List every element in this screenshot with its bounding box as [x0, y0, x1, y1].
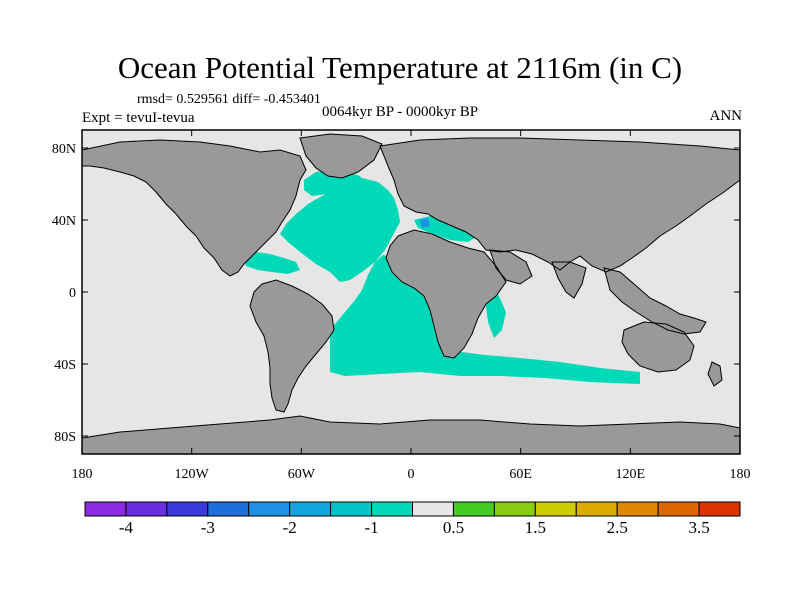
land-north-america: [82, 140, 306, 276]
experiment-label: Expt = tevuI-tevua: [82, 110, 195, 126]
mediterranean-deep-anomaly: [420, 218, 430, 228]
land-australia: [622, 322, 694, 372]
lon-tick-label: 180: [730, 467, 751, 482]
land-antarctica-coastline: [82, 415, 740, 454]
colorbar-swatch: [452, 501, 495, 517]
atlantic-north-anomaly: [280, 178, 400, 282]
lat-tick-label: 80N: [52, 142, 76, 157]
lat-tick-label: 80S: [54, 430, 76, 445]
colorbar-label: 0.5: [443, 518, 464, 537]
colorbar-swatch: [166, 501, 209, 517]
lon-tick-label: 180: [72, 467, 93, 482]
lon-tick-label: 120W: [175, 467, 210, 482]
land-africa: [386, 230, 506, 358]
season-label: ANN: [709, 108, 743, 124]
lon-tick-label: 60E: [509, 467, 532, 482]
axis-ticks: 180 120W 60W 0 60E 120E 180 80N 40N 0 40S 80S: [52, 130, 751, 482]
colorbar-swatch: [125, 501, 168, 517]
colorbar-swatch: [289, 501, 332, 517]
colorbar-swatch: [698, 501, 741, 517]
colorbar-label: 1.5: [525, 518, 546, 537]
land-india: [552, 262, 586, 298]
land-eurasia-coastline: [379, 137, 740, 273]
colorbar-label: 2.5: [607, 518, 628, 537]
colorbar-label: -1: [364, 518, 378, 537]
land-greenland: [300, 134, 382, 178]
colorbar-swatch: [575, 501, 618, 517]
period-label: 0064kyr BP - 0000kyr BP: [322, 104, 479, 120]
colorbar-label: -2: [283, 518, 297, 537]
atlantic-south-anomaly: [330, 255, 640, 384]
colorbar-swatch: [616, 501, 659, 517]
mediterranean-anomaly: [414, 216, 478, 242]
north-atlantic-subpolar-anomaly: [304, 170, 366, 196]
colorbar-swatch: [248, 501, 291, 517]
colorbar: -4 -3 -2 -1 0.5 1.5 2.5 3.5: [84, 501, 741, 537]
lat-tick-label: 40S: [54, 358, 76, 373]
land-india-coastline: [551, 261, 587, 299]
land-arabia-coastline: [489, 249, 533, 285]
land-layer: [82, 134, 740, 454]
lon-tick-label: 0: [408, 467, 415, 482]
land-south-america: [250, 280, 334, 412]
lat-tick-label: 40N: [52, 214, 76, 229]
land-africa-coastline: [385, 229, 507, 359]
land-greenland-coastline: [299, 133, 383, 179]
coastline-layer: [82, 133, 740, 454]
colorbar-swatch: [412, 501, 454, 517]
lon-tick-label: 60W: [288, 467, 316, 482]
colorbar-swatch: [330, 501, 373, 517]
land-new-zealand-coastline: [707, 361, 723, 387]
colorbar-label: -4: [119, 518, 134, 537]
colorbar-label: 3.5: [688, 518, 709, 537]
land-arabia: [490, 250, 532, 284]
lon-tick-label: 120E: [616, 467, 646, 482]
stats-text: rmsd= 0.529561 diff= -0.453401: [137, 92, 321, 107]
colorbar-swatch: [534, 501, 577, 517]
map-title: Ocean Potential Temperature at 2116m (in…: [117, 50, 683, 85]
colorbar-label: -3: [201, 518, 215, 537]
land-south-america-coastline: [249, 279, 335, 413]
colorbar-swatch: [657, 501, 700, 517]
land-antarctica: [82, 416, 740, 454]
indian-ocean-west-anomaly: [485, 294, 506, 338]
colorbar-swatch: [207, 501, 250, 517]
lat-tick-label: 0: [69, 286, 76, 301]
land-eurasia: [380, 138, 740, 272]
colorbar-swatch: [371, 501, 413, 517]
colorbar-swatch: [493, 501, 536, 517]
caribbean-anomaly: [244, 252, 300, 274]
land-southeast-asia-coastline: [603, 267, 707, 335]
land-australia-coastline: [621, 321, 695, 373]
land-north-america-coastline: [82, 139, 307, 277]
colorbar-swatch: [84, 501, 127, 517]
